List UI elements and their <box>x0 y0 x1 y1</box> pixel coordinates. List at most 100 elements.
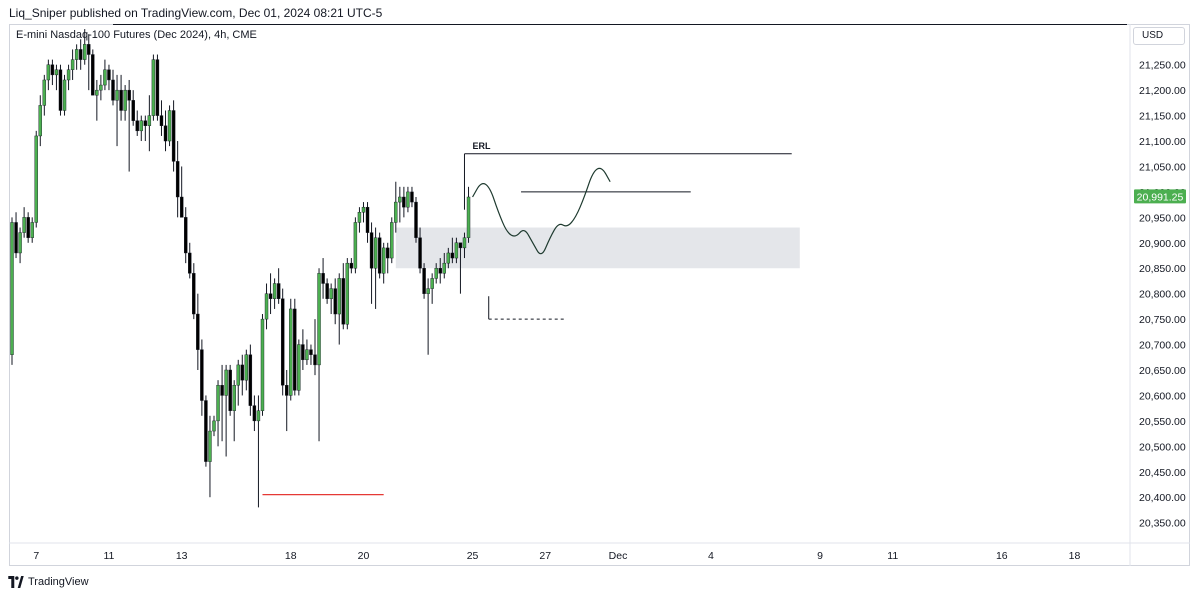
candle-body <box>188 252 192 274</box>
publish-header: Liq_Sniper published on TradingView.com,… <box>0 0 1200 24</box>
x-tick-label: 16 <box>996 550 1008 562</box>
x-tick-label: 25 <box>467 550 479 562</box>
candle-body <box>228 369 232 411</box>
candle-body <box>58 69 63 111</box>
candle-body <box>159 115 164 126</box>
candle-body <box>95 89 99 96</box>
candle-body <box>386 247 390 259</box>
candle-body <box>143 120 148 126</box>
candle-body <box>212 420 216 432</box>
candle-body <box>135 120 139 132</box>
y-tick-label: 20,850.00 <box>1139 263 1186 275</box>
y-tick-label: 20,450.00 <box>1139 467 1186 479</box>
candle-body <box>123 89 127 111</box>
y-tick-label: 21,200.00 <box>1139 85 1186 97</box>
candle-body <box>313 354 317 366</box>
candle-body <box>216 385 220 422</box>
candle-body <box>305 349 309 361</box>
candle-body <box>46 64 51 81</box>
candle-body <box>66 69 71 81</box>
footer-brand[interactable]: TradingView <box>8 574 89 590</box>
candle-body <box>54 69 59 76</box>
publisher-line: Liq_Sniper published on TradingView.com,… <box>9 6 383 20</box>
candle-body <box>285 385 289 396</box>
candle-body <box>30 222 34 238</box>
candle-body <box>381 247 386 274</box>
candle-body <box>26 217 30 238</box>
candle-body <box>357 212 362 223</box>
candle-body <box>458 242 463 249</box>
candle-body <box>87 44 91 55</box>
y-tick-label: 20,700.00 <box>1139 340 1186 352</box>
footer-brand-label: TradingView <box>28 576 89 588</box>
candle-body <box>42 79 47 106</box>
candle-body <box>244 354 249 381</box>
candle-body <box>454 242 459 259</box>
candle-body <box>337 278 341 315</box>
candle-body <box>131 100 135 121</box>
candle-body <box>289 308 293 396</box>
candle-body <box>70 59 75 70</box>
candle-body <box>184 217 188 254</box>
candle-body <box>402 196 406 208</box>
x-tick-label: Dec <box>609 550 628 562</box>
x-tick-label: 7 <box>33 550 39 562</box>
candle-body <box>220 385 224 396</box>
candle-body <box>14 222 18 254</box>
candle-body <box>99 84 103 91</box>
y-tick-label: 20,400.00 <box>1139 492 1186 504</box>
candle-body <box>18 232 22 254</box>
candle-body <box>345 262 350 325</box>
y-tick-label: 21,050.00 <box>1139 161 1186 173</box>
candle-body <box>34 135 38 223</box>
candle-body <box>91 54 95 96</box>
y-tick-label: 21,150.00 <box>1139 111 1186 123</box>
candle-body <box>394 201 398 223</box>
x-tick-label: 4 <box>708 550 714 562</box>
candle-body <box>353 222 358 269</box>
tradingview-logo-icon <box>8 576 24 588</box>
y-tick-label: 20,750.00 <box>1139 314 1186 326</box>
y-tick-label: 20,350.00 <box>1139 518 1186 530</box>
candle-body <box>208 430 212 462</box>
candle-body <box>462 237 467 249</box>
y-tick-label: 20,800.00 <box>1139 289 1186 301</box>
last-price-tag <box>1134 189 1186 204</box>
candle-body <box>321 273 325 284</box>
y-tick-label: 21,250.00 <box>1139 60 1186 72</box>
candle-body <box>377 237 382 274</box>
candle-body <box>276 283 281 299</box>
candle-body <box>390 222 394 259</box>
candle-body <box>115 89 119 101</box>
candle-body <box>171 110 176 162</box>
last-price-label: 20,991.25 <box>1137 191 1184 203</box>
x-tick-label: 18 <box>285 550 297 562</box>
candle-body <box>163 125 168 142</box>
candle-body <box>365 206 370 233</box>
candle-body <box>264 293 269 320</box>
x-tick-label: 20 <box>358 550 370 562</box>
candle-body <box>256 410 261 422</box>
candle-body <box>293 308 297 391</box>
candle-body <box>78 49 83 60</box>
candle-body <box>450 252 455 259</box>
candle-body <box>127 89 131 101</box>
candle-body <box>22 217 26 233</box>
x-tick-label: 11 <box>887 550 898 562</box>
candle-body <box>192 273 196 315</box>
currency-button[interactable]: USD <box>1133 27 1185 45</box>
candle-body <box>139 120 143 132</box>
candle-body <box>252 405 257 422</box>
candle-body <box>325 283 329 299</box>
candle-body <box>341 278 345 325</box>
symbol-title[interactable]: E-mini Nasdaq-100 Futures (Dec 2024), 4h… <box>16 29 257 41</box>
candle-body <box>200 349 204 401</box>
candle-body <box>297 344 301 391</box>
candle-body <box>422 268 426 294</box>
candle-body <box>151 59 156 116</box>
candle-body <box>272 283 277 299</box>
candle-body <box>398 196 402 203</box>
candle-body <box>317 273 321 366</box>
candle-body <box>111 79 115 101</box>
